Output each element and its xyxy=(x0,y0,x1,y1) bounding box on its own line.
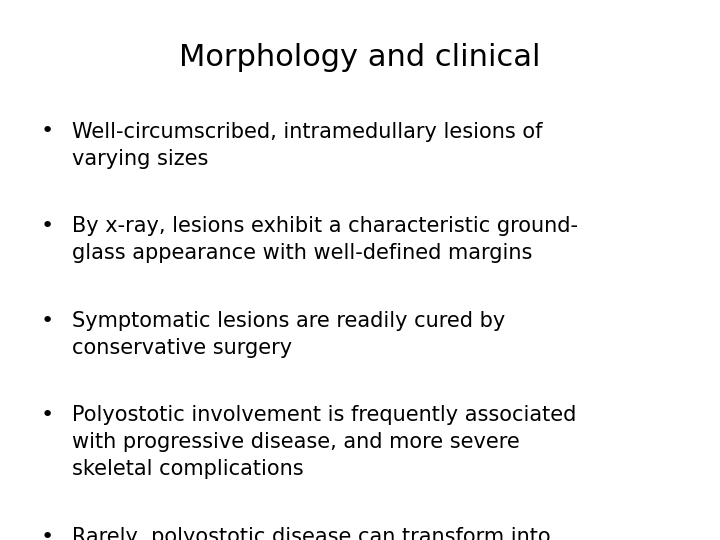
Text: By x-ray, lesions exhibit a characteristic ground-: By x-ray, lesions exhibit a characterist… xyxy=(72,216,578,236)
Text: •: • xyxy=(40,122,53,141)
Text: with progressive disease, and more severe: with progressive disease, and more sever… xyxy=(72,433,520,453)
Text: varying sizes: varying sizes xyxy=(72,148,208,168)
Text: •: • xyxy=(40,405,53,426)
Text: •: • xyxy=(40,216,53,236)
Text: Polyostotic involvement is frequently associated: Polyostotic involvement is frequently as… xyxy=(72,405,577,426)
Text: glass appearance with well-defined margins: glass appearance with well-defined margi… xyxy=(72,243,532,263)
Text: •: • xyxy=(40,527,53,540)
Text: skeletal complications: skeletal complications xyxy=(72,460,304,480)
Text: •: • xyxy=(40,310,53,330)
Text: Well-circumscribed, intramedullary lesions of: Well-circumscribed, intramedullary lesio… xyxy=(72,122,542,141)
Text: conservative surgery: conservative surgery xyxy=(72,338,292,358)
Text: Symptomatic lesions are readily cured by: Symptomatic lesions are readily cured by xyxy=(72,310,505,330)
Text: Rarely, polyostotic disease can transform into: Rarely, polyostotic disease can transfor… xyxy=(72,527,551,540)
Text: Morphology and clinical: Morphology and clinical xyxy=(179,43,541,72)
